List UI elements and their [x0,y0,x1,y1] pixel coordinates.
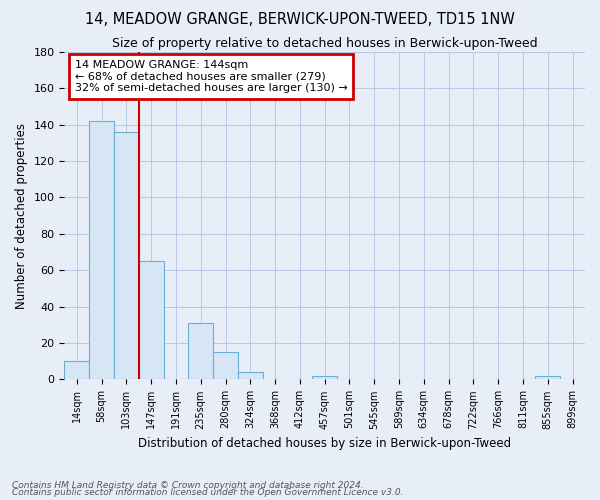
X-axis label: Distribution of detached houses by size in Berwick-upon-Tweed: Distribution of detached houses by size … [138,437,511,450]
Text: 14, MEADOW GRANGE, BERWICK-UPON-TWEED, TD15 1NW: 14, MEADOW GRANGE, BERWICK-UPON-TWEED, T… [85,12,515,28]
Bar [238,372,263,380]
Bar [89,121,114,380]
Text: Contains HM Land Registry data © Crown copyright and database right 2024.: Contains HM Land Registry data © Crown c… [12,480,364,490]
Bar [64,361,89,380]
Text: 14 MEADOW GRANGE: 144sqm
← 68% of detached houses are smaller (279)
32% of semi-: 14 MEADOW GRANGE: 144sqm ← 68% of detach… [75,60,347,93]
Title: Size of property relative to detached houses in Berwick-upon-Tweed: Size of property relative to detached ho… [112,38,538,51]
Bar [535,376,560,380]
Bar [188,323,213,380]
Text: Contains public sector information licensed under the Open Government Licence v3: Contains public sector information licen… [12,488,404,497]
Bar [313,376,337,380]
Bar [139,261,164,380]
Y-axis label: Number of detached properties: Number of detached properties [15,122,28,308]
Bar [114,132,139,380]
Bar [213,352,238,380]
